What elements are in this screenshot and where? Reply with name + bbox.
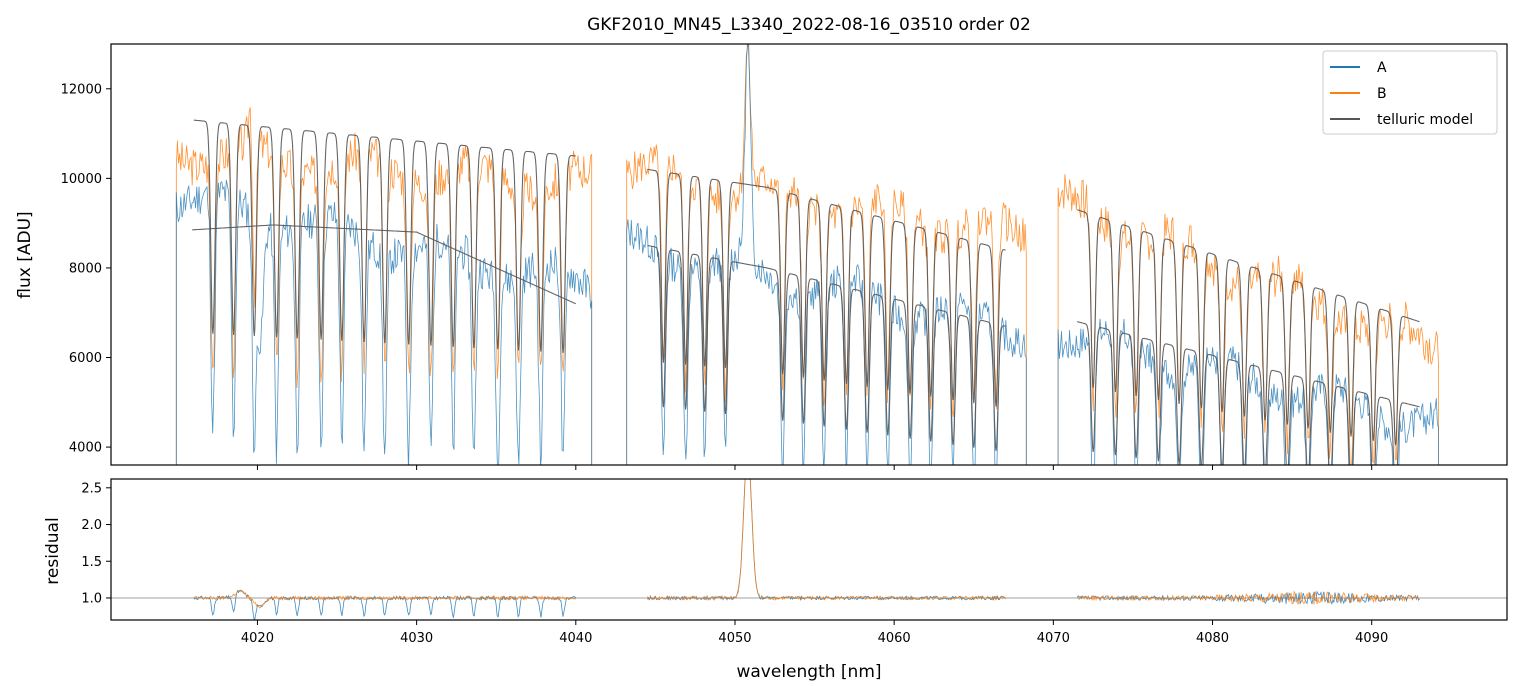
y-tick-label: 4000	[69, 441, 102, 456]
x-tick-label: 4040	[559, 631, 592, 646]
residual-series-a-segment	[647, 479, 1006, 602]
x-tick-label: 4020	[241, 631, 274, 646]
legend-label-b: B	[1377, 86, 1387, 102]
x-axis-label: wavelength [nm]	[736, 662, 881, 682]
series-b-segment	[175, 107, 593, 465]
y-tick-label: 8000	[69, 261, 102, 276]
legend-box	[1322, 50, 1498, 135]
series-telluric-model-curve	[192, 224, 577, 305]
residual-series-b-segment	[193, 590, 576, 609]
x-tick-label: 4070	[1037, 631, 1070, 646]
legend-label-telluric: telluric model	[1377, 112, 1473, 128]
series-a-segment	[175, 179, 593, 465]
flux-axes-frame	[110, 43, 1508, 466]
series-telluric-model-curve	[1077, 321, 1420, 465]
flux-x-ticks	[256, 465, 1373, 470]
y-tick-label: 1.5	[81, 555, 102, 570]
residual-series-b-segment	[647, 479, 1006, 601]
flux-panel: 4000 6000 8000 10000 12000 flux [ADU] A B te…	[15, 43, 1508, 470]
series-telluric-model-curve	[647, 168, 1006, 407]
x-tick-label: 4090	[1355, 631, 1388, 646]
y-tick-label: 6000	[69, 351, 102, 366]
y-tick-label: 10000	[61, 172, 102, 187]
residual-series-b-segment	[1077, 590, 1420, 605]
legend: A B telluric model	[1322, 50, 1498, 135]
x-tick-label: 4050	[718, 631, 751, 646]
residual-panel: 1.0 1.5 2.0 2.5 4020 4030 4040 4050 4060 4070 408…	[43, 478, 1508, 682]
series-a-segment	[1057, 318, 1439, 465]
flux-y-label: flux [ADU]	[15, 211, 35, 298]
residual-y-label: residual	[43, 517, 63, 584]
residual-axes-frame	[110, 478, 1508, 621]
series-telluric-model-curve	[193, 119, 576, 353]
residual-x-ticks: 4020 4030 4040 4050 4060 4070 4080 4090	[241, 620, 1388, 646]
residual-y-ticks: 1.0 1.5 2.0 2.5	[81, 481, 111, 606]
series-b-segment	[1057, 174, 1439, 465]
residual-series-a-segment	[193, 589, 577, 620]
y-tick-label: 2.0	[81, 518, 102, 533]
series-telluric-model-curve	[647, 244, 1006, 451]
series-telluric-model-curve	[1076, 209, 1420, 446]
series-b-segment	[626, 44, 1027, 465]
x-tick-label: 4080	[1196, 631, 1229, 646]
flux-series-group	[175, 44, 1439, 465]
residual-series-group	[111, 479, 1507, 620]
legend-label-a: A	[1377, 60, 1387, 76]
flux-y-ticks: 4000 6000 8000 10000 12000	[61, 82, 111, 456]
y-tick-label: 12000	[61, 82, 102, 97]
x-tick-label: 4030	[400, 631, 433, 646]
chart-title: GKF2010_MN45_L3340_2022-08-16_03510 orde…	[587, 15, 1031, 35]
y-tick-label: 2.5	[81, 481, 102, 496]
x-tick-label: 4060	[878, 631, 911, 646]
y-tick-label: 1.0	[81, 591, 102, 606]
